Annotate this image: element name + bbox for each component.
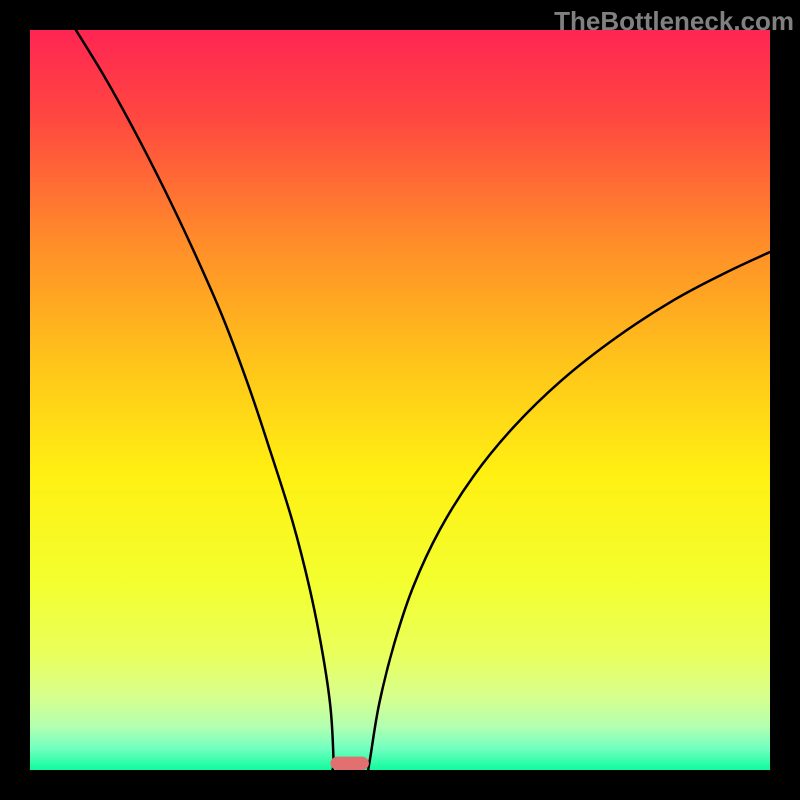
- chart-root: TheBottleneck.com: [0, 0, 800, 800]
- notch-marker: [330, 757, 368, 770]
- plot-area: [30, 30, 770, 770]
- plot-svg: [30, 30, 770, 770]
